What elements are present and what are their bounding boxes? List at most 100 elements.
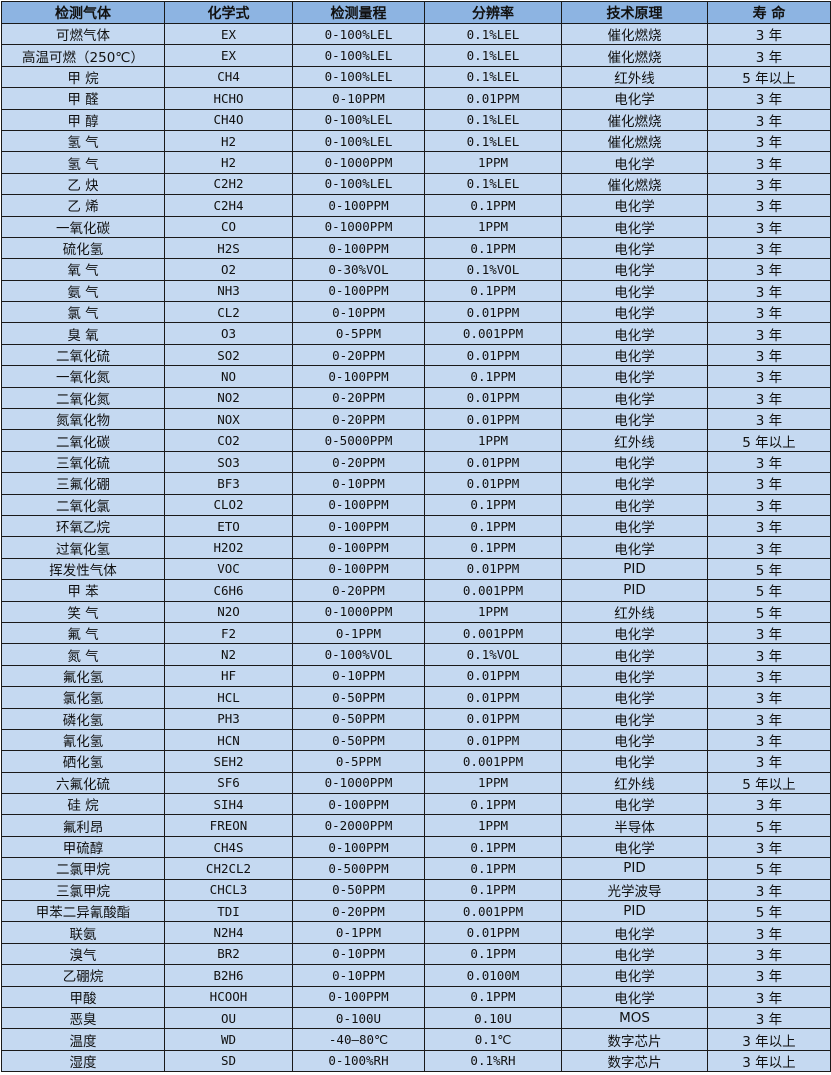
table-row: 氟利昂 FREON 0-2000PPM 1PPM 半导体 5 年 bbox=[1, 814, 831, 837]
cell-range: 0-1000PPM bbox=[292, 151, 425, 174]
cell-resolution: 0.1PPM bbox=[424, 793, 562, 816]
cell-range: 0-5PPM bbox=[292, 322, 425, 345]
cell-formula: N2O bbox=[164, 600, 293, 623]
cell-lifespan: 3 年 bbox=[707, 621, 831, 645]
table-row: 笑 气 N2O 0-1000PPM 1PPM 红外线 5 年 bbox=[1, 600, 831, 623]
cell-formula: H2 bbox=[164, 151, 293, 174]
cell-resolution: 0.1℃ bbox=[424, 1028, 562, 1051]
cell-gas-name: 硅 烷 bbox=[1, 793, 165, 816]
cell-resolution: 0.0100M bbox=[424, 964, 562, 987]
cell-formula: N2 bbox=[164, 643, 293, 666]
column-header-resolution: 分辨率 bbox=[424, 1, 562, 24]
cell-formula: EX bbox=[164, 44, 293, 67]
cell-principle: 电化学 bbox=[561, 408, 708, 431]
cell-formula: SO2 bbox=[164, 343, 293, 367]
cell-lifespan: 3 年 bbox=[707, 87, 831, 110]
cell-principle: 电化学 bbox=[561, 493, 708, 516]
cell-lifespan: 3 年 bbox=[707, 835, 831, 859]
cell-range: 0-20PPM bbox=[292, 343, 425, 367]
cell-resolution: 0.01PPM bbox=[424, 301, 562, 324]
cell-gas-name: 三氟化硼 bbox=[1, 472, 165, 495]
table-row: 恶臭 OU 0-100U 0.10U MOS 3 年 bbox=[1, 1006, 831, 1030]
table-row: 甲酸 HCOOH 0-100PPM 0.1PPM 电化学 3 年 bbox=[1, 985, 831, 1008]
table-row: 臭 氧 O3 0-5PPM 0.001PPM 电化学 3 年 bbox=[1, 322, 831, 345]
cell-lifespan: 3 年 bbox=[707, 472, 831, 495]
cell-resolution: 0.1PPM bbox=[424, 942, 562, 966]
cell-gas-name: 氮氧化物 bbox=[1, 408, 165, 431]
cell-principle: 电化学 bbox=[561, 87, 708, 110]
cell-principle: 电化学 bbox=[561, 343, 708, 367]
cell-lifespan: 3 年 bbox=[707, 22, 831, 46]
cell-lifespan: 3 年 bbox=[707, 536, 831, 559]
cell-resolution: 1PPM bbox=[424, 151, 562, 174]
cell-range: 0-1000PPM bbox=[292, 600, 425, 623]
cell-gas-name: 二氧化硫 bbox=[1, 343, 165, 367]
cell-range: 0-100%LEL bbox=[292, 22, 425, 46]
table-row: 氯 气 CL2 0-10PPM 0.01PPM 电化学 3 年 bbox=[1, 301, 831, 324]
cell-range: 0-1000PPM bbox=[292, 215, 425, 238]
cell-principle: 催化燃烧 bbox=[561, 129, 708, 153]
cell-range: 0-10PPM bbox=[292, 664, 425, 688]
cell-gas-name: 氢 气 bbox=[1, 151, 165, 174]
cell-range: 0-10PPM bbox=[292, 472, 425, 495]
cell-resolution: 0.01PPM bbox=[424, 386, 562, 410]
cell-formula: SD bbox=[164, 1049, 293, 1073]
cell-lifespan: 3 年 bbox=[707, 215, 831, 238]
table-row: 氨 气 NH3 0-100PPM 0.1PPM 电化学 3 年 bbox=[1, 279, 831, 303]
cell-range: 0-50PPM bbox=[292, 707, 425, 730]
cell-resolution: 0.1PPM bbox=[424, 536, 562, 559]
cell-resolution: 0.1%LEL bbox=[424, 172, 562, 196]
cell-formula: BR2 bbox=[164, 942, 293, 966]
cell-resolution: 0.1%LEL bbox=[424, 108, 562, 131]
cell-principle: 催化燃烧 bbox=[561, 172, 708, 196]
cell-resolution: 0.1%LEL bbox=[424, 129, 562, 153]
table-row: 甲 醇 CH4O 0-100%LEL 0.1%LEL 催化燃烧 3 年 bbox=[1, 108, 831, 131]
cell-resolution: 0.01PPM bbox=[424, 87, 562, 110]
cell-lifespan: 3 年 bbox=[707, 44, 831, 67]
cell-gas-name: 高温可燃（250℃） bbox=[1, 44, 165, 67]
cell-resolution: 0.1%LEL bbox=[424, 22, 562, 46]
cell-formula: HCL bbox=[164, 686, 293, 709]
table-row: 硅 烷 SIH4 0-100PPM 0.1PPM 电化学 3 年 bbox=[1, 793, 831, 816]
cell-range: 0-100PPM bbox=[292, 365, 425, 388]
cell-range: 0-100PPM bbox=[292, 985, 425, 1008]
table-row: 甲苯二异氰酸酯 TDI 0-20PPM 0.001PPM PID 5 年 bbox=[1, 900, 831, 923]
cell-range: -40—80℃ bbox=[292, 1028, 425, 1051]
cell-principle: 电化学 bbox=[561, 236, 708, 260]
cell-principle: 红外线 bbox=[561, 65, 708, 89]
cell-resolution: 0.001PPM bbox=[424, 621, 562, 645]
cell-principle: PID bbox=[561, 557, 708, 581]
cell-principle: 电化学 bbox=[561, 728, 708, 752]
cell-lifespan: 3 年 bbox=[707, 258, 831, 281]
table-row: 氢 气 H2 0-1000PPM 1PPM 电化学 3 年 bbox=[1, 151, 831, 174]
cell-principle: 电化学 bbox=[561, 835, 708, 859]
cell-principle: 电化学 bbox=[561, 621, 708, 645]
cell-range: 0-500PPM bbox=[292, 857, 425, 880]
table-row: 乙 烯 C2H4 0-100PPM 0.1PPM 电化学 3 年 bbox=[1, 194, 831, 217]
cell-gas-name: 联氨 bbox=[1, 921, 165, 944]
cell-lifespan: 3 年 bbox=[707, 129, 831, 153]
cell-formula: HCN bbox=[164, 728, 293, 752]
cell-gas-name: 甲 烷 bbox=[1, 65, 165, 89]
cell-formula: EX bbox=[164, 22, 293, 46]
cell-formula: HCOOH bbox=[164, 985, 293, 1008]
cell-formula: CH4O bbox=[164, 108, 293, 131]
cell-resolution: 0.1PPM bbox=[424, 493, 562, 516]
cell-range: 0-100%LEL bbox=[292, 65, 425, 89]
cell-lifespan: 3 年 bbox=[707, 108, 831, 131]
cell-principle: 电化学 bbox=[561, 258, 708, 281]
cell-principle: 红外线 bbox=[561, 600, 708, 623]
cell-formula: CL2 bbox=[164, 301, 293, 324]
cell-range: 0-100%LEL bbox=[292, 172, 425, 196]
cell-gas-name: 六氟化硫 bbox=[1, 771, 165, 795]
cell-gas-name: 氧 气 bbox=[1, 258, 165, 281]
cell-lifespan: 5 年以上 bbox=[707, 65, 831, 89]
cell-principle: 电化学 bbox=[561, 279, 708, 303]
cell-principle: MOS bbox=[561, 1006, 708, 1030]
cell-resolution: 1PPM bbox=[424, 215, 562, 238]
cell-principle: 半导体 bbox=[561, 814, 708, 837]
cell-principle: 电化学 bbox=[561, 194, 708, 217]
cell-range: 0-1PPM bbox=[292, 621, 425, 645]
cell-principle: 红外线 bbox=[561, 429, 708, 452]
cell-resolution: 0.01PPM bbox=[424, 707, 562, 730]
